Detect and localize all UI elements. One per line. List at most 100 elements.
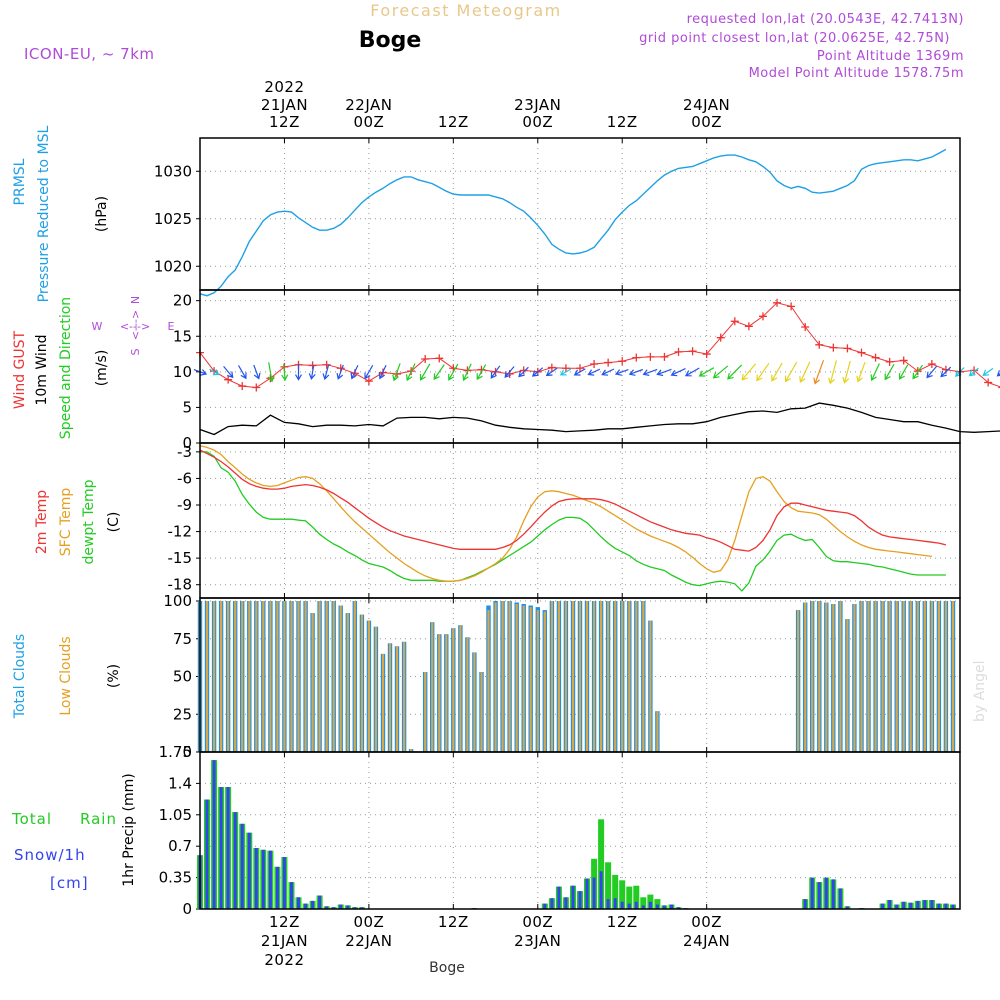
temp-label-sfc: SFC Temp: [58, 488, 74, 557]
low-cloud-bar: [839, 601, 842, 752]
clouds-label-unit: (%): [106, 664, 122, 688]
snow-bar: [670, 904, 673, 909]
low-cloud-bar: [395, 646, 399, 752]
snow-bar: [888, 900, 892, 909]
snow-bar: [613, 898, 617, 909]
pressure-label-unit: (hPa): [94, 196, 110, 232]
wind-arrow: [856, 361, 866, 383]
snow-bar: [240, 823, 244, 909]
gust-marker: [843, 344, 852, 353]
low-cloud-bar: [649, 620, 652, 752]
low-cloud-bar: [311, 613, 314, 752]
wind-arrow: [294, 364, 303, 381]
gust-marker: [322, 360, 331, 369]
gust-marker: [435, 354, 444, 363]
low-cloud-bar: [937, 601, 940, 752]
gust-marker: [829, 343, 838, 352]
low-cloud-bar: [642, 601, 645, 752]
low-cloud-bar: [621, 601, 624, 752]
gust-marker: [660, 352, 669, 361]
sfc-temp-line: [199, 445, 932, 582]
snow-bar: [543, 903, 547, 909]
wind-arrow: [727, 364, 743, 380]
snow-bar: [212, 760, 216, 909]
low-cloud-bar: [205, 601, 209, 752]
wind-arrow: [531, 367, 544, 377]
low-cloud-bar: [388, 643, 392, 752]
wind-arrow: [656, 368, 672, 377]
low-cloud-bar: [346, 613, 349, 752]
wind-arrow: [267, 362, 275, 383]
low-cloud-bar: [951, 601, 955, 752]
wind-arrow: [504, 366, 515, 378]
time-label-top: 00Z: [522, 113, 553, 131]
wind-arrow: [898, 364, 909, 380]
low-cloud-bar: [543, 611, 546, 752]
snow-bar: [951, 904, 955, 909]
wind-arrow: [364, 364, 374, 380]
low-cloud-bar: [466, 637, 469, 752]
low-cloud-bar: [853, 604, 856, 752]
gust-marker: [519, 366, 528, 375]
snow-bar: [233, 812, 237, 909]
gust-marker: [801, 323, 810, 332]
snow-bar: [297, 897, 300, 909]
low-cloud-bar: [431, 622, 434, 752]
wind-arrow: [642, 368, 658, 376]
compass-e: E: [168, 320, 175, 333]
low-cloud-bar: [353, 601, 356, 752]
compass-ns: <--->: [129, 310, 142, 340]
wind-arrow: [670, 368, 686, 377]
snow-bar: [824, 877, 828, 909]
temperature-ytick-label: -15: [168, 549, 193, 567]
gust-marker: [604, 358, 613, 367]
low-cloud-bar: [269, 601, 272, 752]
clouds-plot: [197, 601, 956, 752]
wind-arrow: [518, 366, 529, 378]
gust-marker: [984, 378, 993, 387]
grid-point-coords: grid point closest lon,lat (20.0625E, 42…: [639, 31, 950, 46]
low-cloud-bar: [374, 626, 377, 752]
low-cloud-bar: [909, 601, 912, 752]
wind-arrow: [940, 366, 952, 378]
low-cloud-bar: [276, 601, 279, 752]
wind-ytick-label: 10: [173, 363, 192, 381]
low-cloud-bar: [593, 601, 596, 752]
wind-plot: [193, 298, 1000, 436]
time-label-bottom: 24JAN: [683, 932, 730, 950]
time-label-top: 12Z: [269, 113, 300, 131]
snow-bar: [810, 877, 814, 909]
model-name: ICON-EU, ~ 7km: [24, 45, 155, 63]
wind-arrow: [209, 368, 220, 376]
wind-arrow: [771, 362, 783, 382]
location-title: Boge: [359, 28, 422, 53]
low-cloud-bar: [846, 619, 849, 752]
rain-bar: [612, 874, 619, 909]
snow-bar: [325, 906, 329, 909]
wind-arrow: [406, 363, 416, 382]
pressure-frame: [199, 137, 961, 291]
wind-arrow: [223, 366, 234, 379]
credit: by Angel: [972, 661, 988, 722]
precip-ytick-label: 1.05: [159, 806, 192, 824]
wind-panel: 0 5 10 15 20: [173, 289, 1000, 452]
wind-arrow: [784, 361, 798, 383]
low-cloud-bar: [452, 628, 455, 752]
snow-bar: [895, 904, 899, 909]
gust-marker: [899, 356, 908, 365]
clouds-ytick-label: 25: [173, 705, 192, 723]
wind-arrow: [813, 359, 825, 385]
gust-marker: [308, 361, 317, 370]
gust-marker: [885, 357, 894, 366]
snow-bar: [557, 886, 561, 909]
precip-ytick-label: 0: [182, 900, 192, 918]
snow-bar: [578, 891, 582, 909]
pressure-ytick-label: 1030: [154, 162, 192, 180]
rain-bar: [619, 880, 626, 909]
gust-marker: [224, 375, 233, 384]
clouds-ytick-label: 100: [163, 592, 192, 610]
snow-bar: [585, 878, 589, 909]
low-cloud-bar: [227, 601, 230, 752]
precip-plot: [197, 760, 960, 910]
